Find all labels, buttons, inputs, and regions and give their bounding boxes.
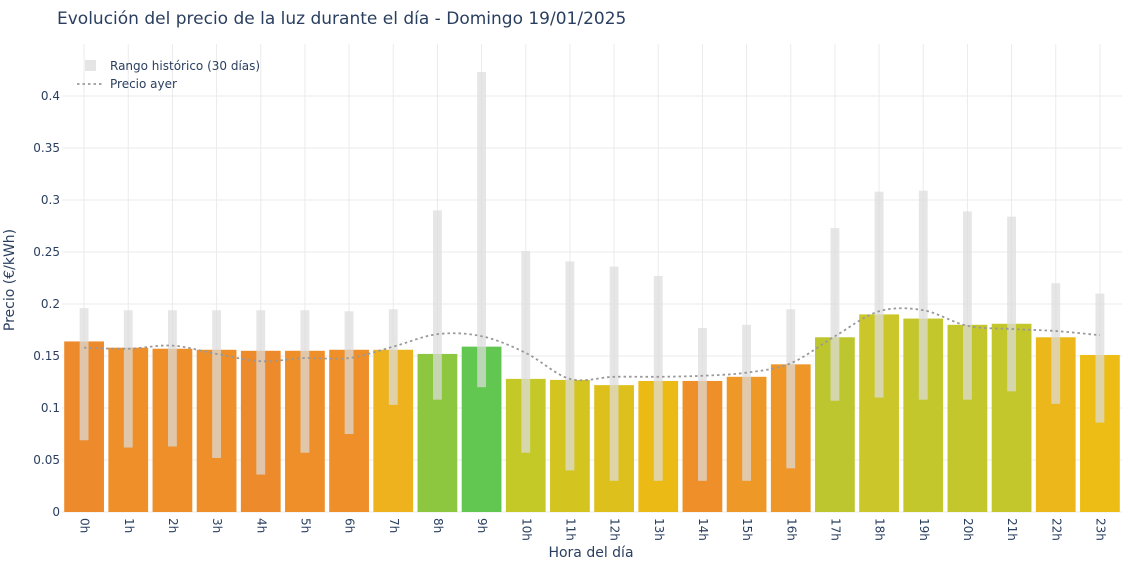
y-axis-ticks: 0 0.05 0.1 0.15 0.2 0.25 0.3 0.35 0.4 [33, 89, 60, 519]
historical-range-bar [609, 266, 619, 481]
historical-range-bar [830, 228, 840, 401]
historical-range-bar [300, 310, 310, 453]
legend-label-yesterday: Precio ayer [110, 77, 177, 91]
historical-range-bar [212, 310, 221, 458]
x-tick-label: 20h [961, 518, 975, 541]
x-axis-label: Hora del día [548, 545, 633, 561]
historical-range-bar [742, 324, 751, 481]
x-tick-label: 4h [254, 518, 268, 533]
x-tick-label: 2h [166, 518, 180, 533]
historical-range-bar [433, 210, 442, 400]
historical-range-bars [79, 72, 1105, 481]
y-axis-label: Precio (€/kWh) [2, 229, 18, 331]
x-tick-label: 15h [740, 518, 754, 541]
x-tick-label: 22h [1049, 518, 1063, 541]
x-tick-label: 1h [122, 518, 136, 533]
historical-range-bar [698, 327, 707, 481]
x-tick-label: 21h [1005, 518, 1019, 541]
y-tick-label: 0.15 [33, 349, 60, 363]
historical-range-bar [388, 309, 398, 405]
historical-range-bar [874, 191, 884, 398]
y-tick-label: 0.2 [41, 297, 60, 311]
y-tick-label: 0.4 [41, 89, 60, 103]
historical-range-bar [565, 261, 575, 471]
x-tick-label: 14h [696, 518, 710, 541]
y-tick-label: 0 [52, 505, 60, 519]
x-tick-label: 8h [431, 518, 445, 533]
x-tick-label: 3h [210, 518, 224, 533]
x-tick-label: 6h [343, 518, 357, 533]
y-tick-label: 0.1 [41, 401, 60, 415]
y-tick-label: 0.25 [33, 245, 60, 259]
x-tick-label: 7h [387, 518, 401, 533]
historical-range-bar [477, 72, 486, 388]
x-tick-label: 5h [298, 518, 312, 533]
bars [64, 314, 1120, 512]
x-tick-label: 18h [873, 518, 887, 541]
historical-range-bar [1051, 283, 1061, 404]
historical-range-bar [256, 310, 266, 475]
x-tick-label: 11h [563, 518, 577, 541]
x-tick-label: 23h [1093, 518, 1107, 541]
x-tick-label: 19h [917, 518, 931, 541]
historical-range-bar [1095, 293, 1105, 423]
x-tick-label: 12h [608, 518, 622, 541]
x-tick-label: 10h [519, 518, 533, 541]
x-axis-ticks: 0h 1h 2h 3h 4h 5h 6h 7h 8h 9h 10h 11h 12h 13h 14h 15h 16… [78, 518, 1108, 541]
y-tick-label: 0.05 [33, 453, 60, 467]
x-tick-label: 17h [828, 518, 842, 541]
yesterday-price-line [84, 307, 1101, 382]
historical-range-bar [168, 310, 177, 447]
historical-range-bar [653, 275, 663, 481]
historical-range-bar [963, 211, 972, 400]
x-tick-label: 16h [784, 518, 798, 541]
historical-range-bar [521, 250, 531, 453]
historical-range-bar [123, 310, 133, 448]
historical-range-bar [344, 311, 354, 434]
legend-swatch-range [85, 60, 96, 71]
legend[interactable]: Rango histórico (30 días) Precio ayer [77, 59, 260, 91]
x-tick-label: 13h [652, 518, 666, 541]
historical-range-bar [786, 309, 796, 469]
historical-range-bar [918, 190, 928, 400]
x-tick-label: 9h [475, 518, 489, 533]
x-tick-label: 0h [78, 518, 92, 533]
y-tick-label: 0.3 [41, 193, 60, 207]
legend-label-range: Rango histórico (30 días) [110, 59, 260, 73]
y-tick-label: 0.35 [33, 141, 60, 155]
historical-range-bar [79, 308, 89, 441]
historical-range-bar [1007, 216, 1016, 392]
chart-title: Evolución del precio de la luz durante e… [57, 9, 626, 29]
